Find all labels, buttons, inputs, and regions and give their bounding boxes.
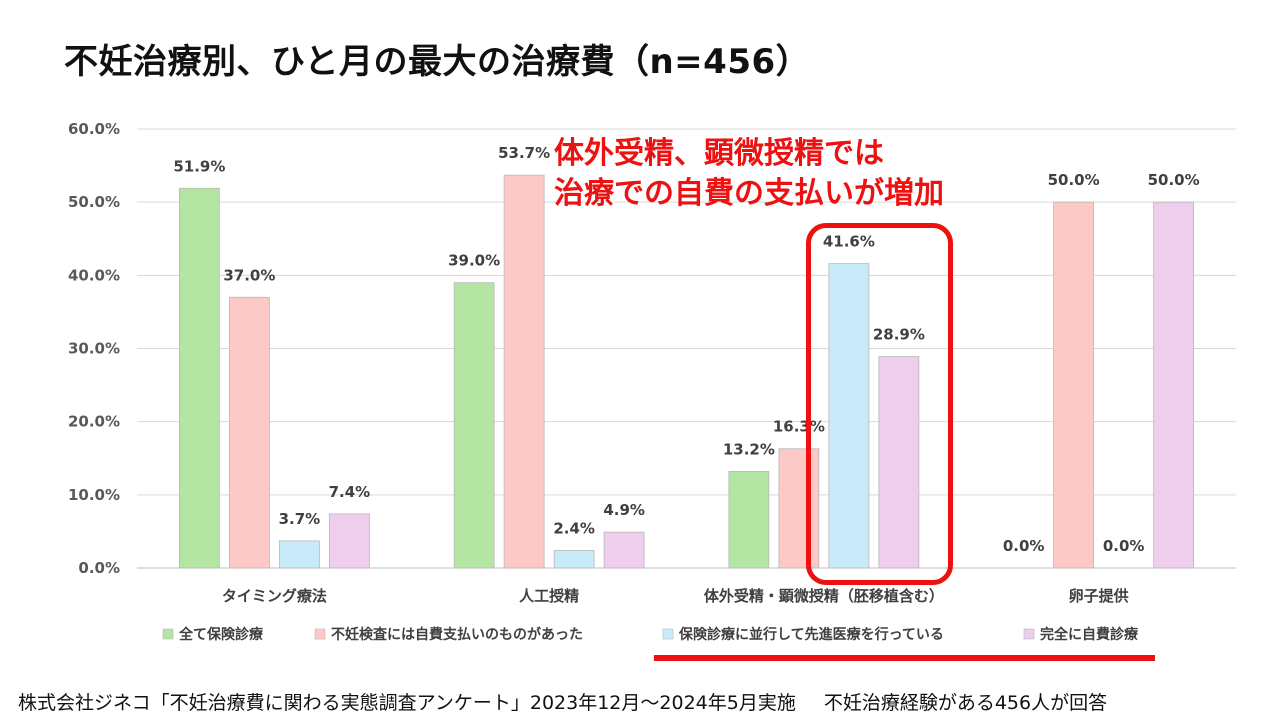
legend-swatch: [314, 628, 326, 640]
y-tick-label: 0.0%: [78, 559, 120, 577]
bar: [328, 513, 370, 569]
bar: [453, 282, 495, 569]
bar: [553, 550, 595, 569]
x-category-label: 体外受精・顕微授精（胚移植含む）: [704, 587, 944, 605]
data-label: 53.7%: [498, 144, 550, 162]
y-tick-label: 20.0%: [68, 413, 120, 431]
legend-label: 保険診療に並行して先進医療を行っている: [678, 626, 944, 643]
data-label: 0.0%: [1103, 537, 1145, 555]
legend-label: 不妊検査には自費支払いのものがあった: [331, 626, 583, 643]
bar: [1153, 201, 1195, 569]
callout-line-1: 体外受精、顕微授精では: [554, 136, 884, 171]
x-category-label: 卵子提供: [1069, 587, 1129, 605]
data-label: 37.0%: [223, 266, 275, 284]
bar: [503, 174, 545, 569]
data-label: 0.0%: [1003, 537, 1045, 555]
bar: [728, 471, 770, 569]
highlight-box: [806, 223, 953, 585]
legend-label: 全て保険診療: [178, 626, 264, 643]
bar: [878, 356, 920, 569]
data-label: 28.9%: [873, 326, 925, 344]
bar: [828, 263, 870, 569]
bar: [178, 187, 220, 569]
legend-swatch: [1023, 628, 1035, 640]
legend-swatch: [162, 628, 174, 640]
data-label: 51.9%: [173, 157, 225, 175]
bar: [603, 531, 645, 569]
chart-title: 不妊治療別、ひと月の最大の治療費（n=456）: [64, 42, 811, 82]
source-text: 株式会社ジネコ「不妊治療費に関わる実態調査アンケート」2023年12月～2024…: [18, 692, 796, 714]
bar: [1053, 201, 1095, 569]
legend-underline: [654, 655, 1155, 661]
y-tick-label: 60.0%: [68, 120, 120, 138]
legend-swatch: [662, 628, 674, 640]
bar: [228, 296, 270, 569]
legend-label: 完全に自費診療: [1040, 626, 1139, 643]
y-tick-label: 40.0%: [68, 266, 120, 284]
data-label: 13.2%: [723, 440, 775, 458]
callout-line-2: 治療での自費の支払いが増加: [554, 176, 944, 211]
data-label: 50.0%: [1048, 171, 1100, 189]
data-label: 2.4%: [553, 519, 595, 537]
respondents-note: 不妊治療経験がある456人が回答: [823, 692, 1108, 714]
bar: [278, 540, 320, 569]
x-category-label: 人工授精: [519, 587, 579, 605]
data-label: 50.0%: [1148, 171, 1200, 189]
source-footer: 株式会社ジネコ「不妊治療費に関わる実態調査アンケート」2023年12月～2024…: [18, 688, 1107, 715]
data-label: 4.9%: [603, 501, 645, 519]
x-category-label: タイミング療法: [222, 587, 327, 605]
y-tick-label: 50.0%: [68, 193, 120, 211]
data-label: 7.4%: [329, 483, 371, 501]
y-tick-label: 30.0%: [68, 340, 120, 358]
data-label: 3.7%: [279, 510, 321, 528]
data-label: 39.0%: [448, 252, 500, 270]
y-tick-label: 10.0%: [68, 486, 120, 504]
callout-annotation: 体外受精、顕微授精では 治療での自費の支払いが増加: [554, 134, 944, 214]
data-label: 16.3%: [773, 418, 825, 436]
data-label: 41.6%: [823, 233, 875, 251]
bar: [778, 448, 820, 569]
